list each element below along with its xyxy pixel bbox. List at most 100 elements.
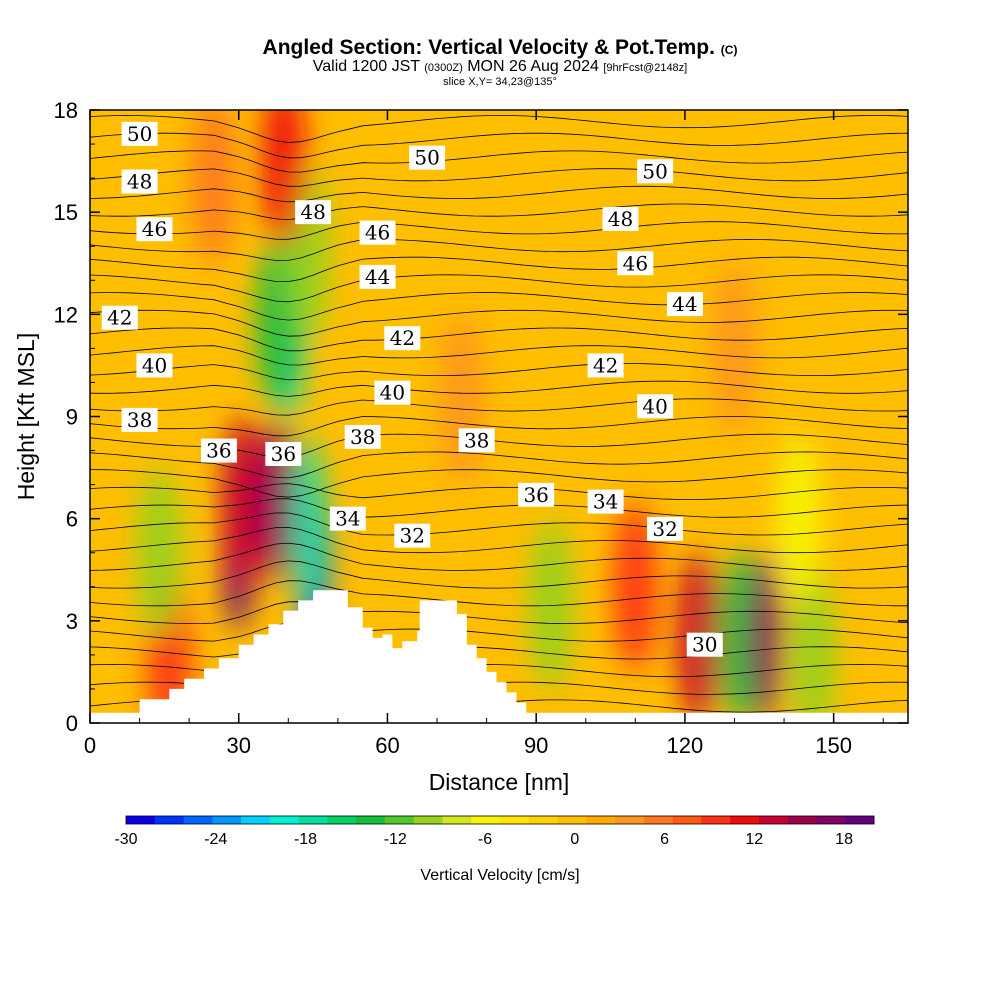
contour-label-box (265, 441, 302, 466)
velocity-cell (137, 467, 182, 638)
velocity-cell (748, 552, 781, 723)
contour-label-box (394, 523, 431, 548)
contour-label-text: 36 (523, 483, 548, 507)
contour-label-box (295, 200, 332, 225)
colorbar-tick-label: -30 (114, 831, 137, 848)
theta-contour-line (90, 451, 908, 479)
velocity-cell (439, 314, 484, 485)
colorbar-swatch (758, 816, 789, 824)
contour-label-box (359, 220, 396, 245)
contour-label-box (637, 159, 674, 184)
contour-label: 48 (295, 200, 332, 225)
contour-label-box (602, 206, 639, 231)
contour-label: 36 (518, 482, 555, 507)
contour-label: 44 (359, 264, 396, 289)
theta-contour-line (90, 132, 908, 159)
colorbar-swatch (241, 816, 271, 824)
colorbar-swatch (787, 816, 817, 824)
colorbar-swatch (442, 816, 472, 824)
slice-info: slice X,Y= 34,23@135° (443, 76, 557, 88)
contour-label: 42 (587, 353, 624, 378)
contour-label-box (374, 380, 411, 405)
y-tick-label: 15 (54, 200, 78, 225)
colorbar-swatch (730, 816, 760, 824)
contour-label-box (329, 506, 366, 531)
chart-title-text: Angled Section: Vertical Velocity & Pot.… (262, 36, 715, 59)
contour-label-text: 38 (464, 428, 489, 452)
terrain (90, 590, 908, 723)
y-tick-label: 9 (66, 405, 78, 430)
theta-contour-line (90, 560, 908, 589)
contour-label-text: 46 (365, 221, 390, 245)
contour-label-box (666, 292, 703, 317)
contour-label-box (637, 394, 674, 419)
colorbar-swatch (845, 816, 875, 824)
theta-contour-line (90, 498, 908, 518)
contour-label-box (587, 489, 624, 514)
theta-contour-line (90, 292, 908, 321)
colorbar-swatch (586, 816, 616, 824)
theta-contour-line (90, 622, 908, 642)
contour-label-text: 46 (142, 217, 167, 241)
contour-label: 50 (637, 159, 674, 184)
theta-contour-line (90, 150, 908, 173)
contour-label: 46 (136, 217, 173, 242)
colorbar-tick-label: 12 (745, 831, 763, 848)
theta-contour-line (90, 256, 908, 283)
y-tick-label: 12 (54, 302, 78, 327)
theta-contour-line (90, 512, 908, 536)
contour-label-box (518, 482, 555, 507)
contour-label: 32 (647, 516, 684, 541)
contour-label: 40 (637, 394, 674, 419)
contour-label: 40 (136, 353, 173, 378)
colorbar-swatch (384, 816, 415, 824)
contour-label: 30 (686, 632, 723, 657)
contour-label-box (686, 632, 723, 657)
contour-label-box (647, 516, 684, 541)
forecast-info: [9hrFcst@2148z] (603, 62, 688, 74)
velocity-cell (776, 433, 821, 604)
colorbar-tick-label: -18 (294, 831, 317, 848)
contour-label-text: 48 (608, 207, 633, 231)
contour-label-text: 36 (206, 439, 231, 463)
theta-contour-line (90, 221, 908, 240)
contour-label: 50 (409, 145, 446, 170)
y-axis-label: Height [Kft MSL] (13, 333, 39, 500)
colorbar-swatch (298, 816, 328, 824)
colorbar-swatch (356, 816, 386, 824)
theta-contour-line (90, 542, 908, 571)
x-tick-label: 0 (84, 733, 96, 758)
contour-label-text: 44 (672, 292, 697, 316)
colorbar-tick-label: 6 (660, 831, 669, 848)
y-tick-label: 6 (66, 507, 78, 532)
contour-label: 36 (200, 438, 237, 463)
theta-contour-line (90, 345, 908, 366)
contour-label-text: 42 (593, 353, 618, 377)
theta-contour-line (90, 238, 908, 261)
theta-contour-line (90, 416, 908, 437)
colorbar-swatch (212, 816, 242, 824)
contour-label-text: 42 (107, 306, 132, 330)
colorbar-swatch (183, 816, 213, 824)
contour-label-text: 38 (127, 408, 152, 432)
contour-label-text: 38 (350, 425, 375, 449)
colorbar-swatch (126, 816, 156, 824)
velocity-field (90, 110, 908, 723)
contour-label-text: 34 (593, 490, 618, 514)
theta-contour-line (90, 398, 908, 416)
x-tick-label: 60 (375, 733, 399, 758)
contour-label-text: 36 (271, 442, 296, 466)
contour-label: 32 (394, 523, 431, 548)
contour-label: 50 (121, 122, 158, 146)
contour-label: 44 (666, 292, 703, 317)
contour-label: 48 (602, 206, 639, 231)
contour-label-text: 50 (414, 146, 439, 170)
x-tick-label: 30 (226, 733, 250, 758)
contour-label-text: 48 (300, 200, 325, 224)
colorbar-tick-label: -12 (384, 831, 407, 848)
contour-label-box (359, 264, 396, 289)
contour-label: 38 (458, 428, 495, 453)
terrain-mask (90, 590, 908, 723)
contour-label-text: 32 (400, 524, 425, 548)
